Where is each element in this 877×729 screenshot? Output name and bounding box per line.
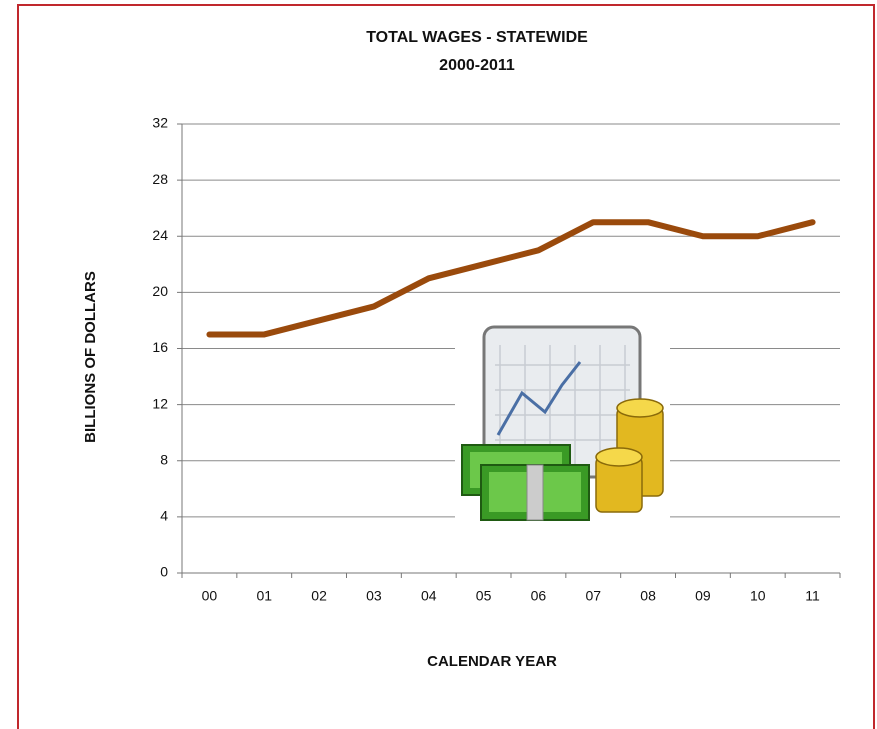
x-tick-label: 10 <box>750 588 766 604</box>
line <box>206 219 816 338</box>
y-tick-label: 20 <box>152 283 168 299</box>
x-tick-label: 06 <box>531 588 547 604</box>
y-tick-label: 28 <box>152 171 168 187</box>
x-tick-label: 11 <box>805 588 820 604</box>
y-tick-label: 12 <box>152 395 168 411</box>
y-tick-label: 0 <box>160 564 168 580</box>
x-tick-label: 02 <box>311 588 327 604</box>
chart-title: TOTAL WAGES - STATEWIDE <box>366 29 588 46</box>
y-tick-label: 4 <box>160 508 168 524</box>
x-tick-label: 08 <box>640 588 656 604</box>
x-tick-label: 04 <box>421 588 437 604</box>
frame <box>17 4 875 729</box>
x-tick-label: 00 <box>202 588 218 604</box>
y-tick-label: 32 <box>152 115 168 131</box>
y-tick-label: 16 <box>152 339 168 355</box>
x-tick-label: 05 <box>476 588 492 604</box>
y-axis-title: BILLIONS OF DOLLARS <box>82 271 99 443</box>
x-tick-label: 09 <box>695 588 711 604</box>
clipart <box>455 325 670 530</box>
x-tick-label: 07 <box>585 588 601 604</box>
y-tick-label: 8 <box>160 451 168 467</box>
y-tick-label: 24 <box>152 227 168 243</box>
chart-subtitle: 2000-2011 <box>439 57 515 74</box>
x-tick-label: 03 <box>366 588 382 604</box>
plot: 00 01 02 03 04 05 06 07 08 09 10 11 <box>181 124 841 604</box>
x-axis-title: CALENDAR YEAR <box>427 653 557 670</box>
x-tick-label: 01 <box>256 588 272 604</box>
